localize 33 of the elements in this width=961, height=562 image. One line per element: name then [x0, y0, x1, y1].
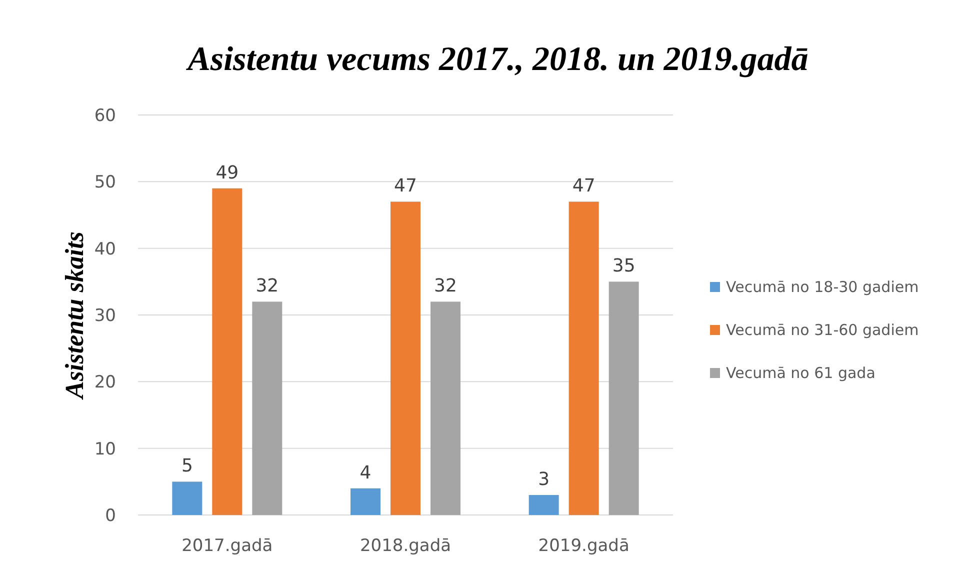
- data-label: 4: [360, 462, 372, 484]
- data-label: 49: [216, 162, 239, 184]
- data-label: 35: [612, 256, 636, 277]
- bar: [252, 302, 282, 515]
- bar: [212, 188, 242, 515]
- bar: [568, 202, 599, 515]
- legend-label: Vecumā no 61 gada: [726, 364, 876, 382]
- bar: [390, 202, 420, 515]
- chart-title: Asistentu vecums 2017., 2018. un 2019.gadā: [186, 41, 808, 78]
- legend-label: Vecumā no 31-60 gadiem: [726, 321, 919, 339]
- bar: [528, 495, 559, 515]
- bar: [608, 282, 639, 515]
- data-label: 32: [434, 276, 457, 297]
- y-tick-label: 60: [94, 106, 116, 126]
- x-tick-label: 2018.gadā: [360, 536, 452, 556]
- bar: [172, 482, 202, 515]
- y-tick-label: 40: [94, 239, 116, 260]
- y-tick-label: 30: [94, 306, 116, 326]
- x-tick-label: 2019.gadā: [538, 536, 630, 556]
- y-tick-label: 50: [94, 172, 116, 193]
- bar: [430, 302, 460, 515]
- x-tick-label: 2017.gadā: [182, 536, 273, 556]
- data-label: 3: [538, 469, 550, 490]
- data-label: 47: [572, 176, 596, 197]
- data-label: 5: [181, 456, 193, 477]
- y-tick-label: 10: [94, 439, 116, 460]
- y-tick-label: 0: [105, 506, 116, 526]
- y-tick-label: 20: [94, 372, 116, 393]
- legend-label: Vecumā no 18-30 gadiem: [726, 278, 919, 296]
- bar: [350, 488, 380, 515]
- data-label: 32: [256, 276, 279, 297]
- y-axis-title: Asistentu skaits: [60, 232, 89, 400]
- data-label: 47: [394, 176, 417, 197]
